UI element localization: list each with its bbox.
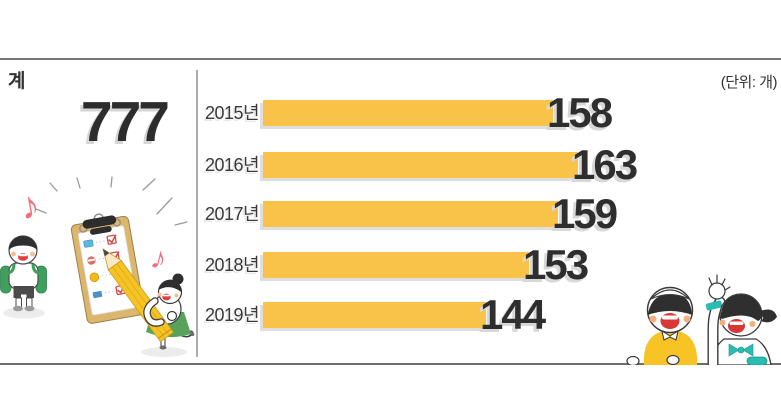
bar-2018 <box>263 252 529 278</box>
bar-row: 2019년 144 <box>204 294 774 336</box>
bar-2017 <box>263 201 558 227</box>
panel-divider <box>196 70 198 357</box>
unit-label: (단위: 개) <box>720 74 778 91</box>
bar-value: 163 <box>572 141 638 188</box>
bar-row: 2015년 158 <box>204 92 774 134</box>
sparkle-lines-icon <box>35 176 188 226</box>
bar-value: 153 <box>523 241 589 288</box>
waving-girl <box>705 274 777 365</box>
bar-value: 159 <box>552 190 618 237</box>
total-value: 777 <box>80 90 170 154</box>
music-note-icon: ♪ <box>147 239 171 277</box>
top-rule <box>0 58 781 60</box>
girl-with-pencil-front <box>143 273 184 327</box>
year-label: 2015년 <box>205 103 260 123</box>
bar-row: 2017년 159 <box>204 193 774 235</box>
year-label: 2019년 <box>205 305 260 325</box>
bottom-rule <box>0 363 781 365</box>
bar-value: 144 <box>480 291 546 338</box>
bar-2019 <box>263 302 486 328</box>
bar-row: 2016년 163 <box>204 144 774 186</box>
year-label: 2018년 <box>205 255 260 275</box>
year-label: 2017년 <box>205 204 260 224</box>
waving-kids-illustration <box>626 274 777 365</box>
music-note-icon: ♪ <box>17 184 43 229</box>
bar-value: 158 <box>547 89 613 136</box>
boy-with-backpack <box>0 235 47 319</box>
year-label: 2016년 <box>205 155 260 175</box>
bar-row: 2018년 153 <box>204 244 774 286</box>
bar-2016 <box>263 152 578 178</box>
cheering-boy <box>626 286 698 365</box>
kids-clipboard-illustration: ♪ ♪ <box>0 176 195 357</box>
total-label: 계 <box>8 71 26 92</box>
bar-2015 <box>263 100 553 126</box>
